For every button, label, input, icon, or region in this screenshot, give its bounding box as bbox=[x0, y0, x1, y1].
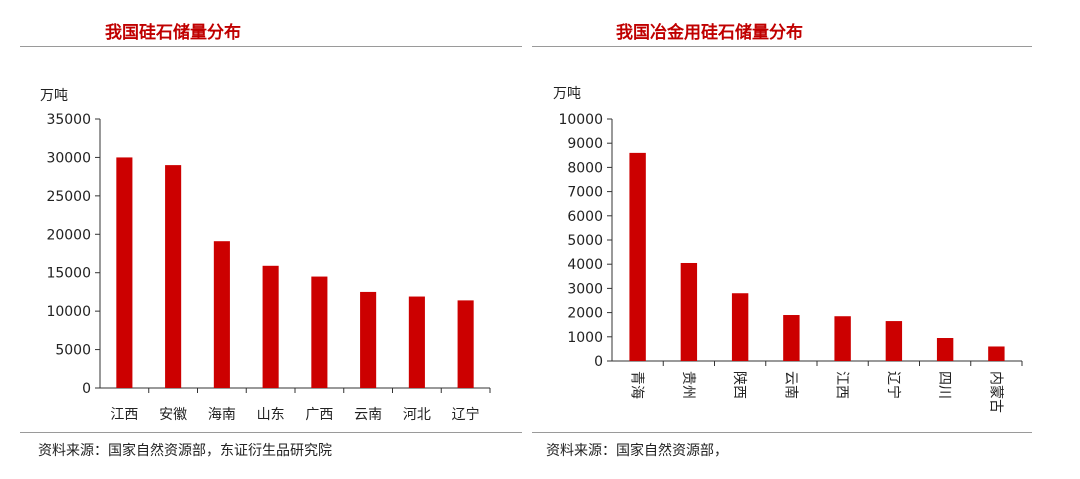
bar bbox=[165, 165, 182, 388]
x-category-label: 辽宁 bbox=[885, 371, 902, 399]
chart-panel-reserves: 我国硅石储量分布 万吨 0 5000 10000 15000 20000 25000 3000… bbox=[0, 0, 530, 479]
x-category-label: 辽宁 bbox=[452, 406, 480, 423]
y-tick-label: 10000 bbox=[46, 304, 91, 320]
x-category-label: 安徽 bbox=[159, 407, 187, 423]
x-category-label: 云南 bbox=[782, 371, 798, 399]
x-category-label: 山东 bbox=[257, 407, 285, 423]
source-note: 资料来源：国家自然资源部，东证衍生品研究院 bbox=[38, 443, 332, 459]
x-category-label: 江西 bbox=[110, 407, 138, 423]
bar bbox=[116, 157, 133, 388]
bar-chart-reserves: 万吨 0 5000 10000 15000 20000 25000 30000 35000 江西 安… bbox=[40, 88, 491, 423]
x-category-label: 河北 bbox=[403, 407, 431, 423]
source-note: 资料来源：国家自然资源部， bbox=[546, 443, 728, 459]
bar bbox=[213, 241, 230, 388]
x-category-label: 贵州 bbox=[680, 371, 696, 399]
y-tick-label: 15000 bbox=[46, 266, 91, 282]
chart-title: 我国硅石储量分布 bbox=[105, 23, 241, 43]
y-tick-label: 35000 bbox=[46, 112, 91, 128]
bar bbox=[834, 316, 851, 361]
y-tick-label: 25000 bbox=[46, 189, 91, 205]
y-tick-label: 3000 bbox=[567, 281, 603, 297]
y-tick-label: 7000 bbox=[567, 185, 603, 201]
bar bbox=[408, 296, 425, 388]
bar bbox=[457, 300, 474, 388]
bar bbox=[783, 315, 800, 361]
x-category-label: 青海 bbox=[629, 371, 645, 399]
y-tick-label: 0 bbox=[82, 381, 91, 397]
bar-chart-metallurgical: 万吨 0 1000 2000 3000 4000 5000 6000 7000 8000 9000 1… bbox=[553, 86, 1023, 413]
y-tick-label: 20000 bbox=[46, 227, 91, 243]
bar bbox=[731, 293, 749, 361]
title-rule bbox=[532, 46, 1032, 47]
y-tick-label: 30000 bbox=[46, 150, 91, 166]
x-category-label: 陕西 bbox=[731, 371, 747, 399]
y-tick-label: 9000 bbox=[567, 136, 603, 152]
y-tick-label: 4000 bbox=[567, 257, 603, 273]
x-category-label: 海南 bbox=[208, 407, 236, 423]
source-rule bbox=[20, 432, 522, 433]
y-tick-label: 5000 bbox=[55, 343, 91, 359]
bar bbox=[629, 152, 646, 361]
y-tick-label: 5000 bbox=[567, 233, 603, 249]
x-category-label: 内蒙古 bbox=[987, 371, 1003, 413]
title-rule bbox=[20, 46, 522, 47]
y-tick-label: 10000 bbox=[558, 112, 603, 128]
x-category-label: 广西 bbox=[305, 407, 333, 423]
chart-panel-metallurgical: 我国冶金用硅石储量分布 万吨 0 1000 2000 3000 4000 5000 6000 7… bbox=[530, 0, 1080, 479]
chart-title: 我国冶金用硅石储量分布 bbox=[616, 23, 803, 43]
y-tick-label: 0 bbox=[594, 354, 603, 370]
x-category-label: 四川 bbox=[936, 371, 952, 399]
source-rule bbox=[532, 432, 1032, 433]
y-tick-label: 2000 bbox=[567, 306, 603, 322]
bar bbox=[936, 338, 954, 361]
y-tick-label: 1000 bbox=[567, 330, 603, 346]
y-tick-label: 6000 bbox=[567, 209, 603, 225]
bar bbox=[988, 346, 1005, 361]
x-category-label: 云南 bbox=[354, 407, 382, 423]
bar bbox=[311, 276, 328, 388]
y-axis-unit-label: 万吨 bbox=[553, 86, 581, 102]
bar bbox=[885, 321, 903, 361]
y-axis-unit-label: 万吨 bbox=[40, 88, 68, 104]
x-category-label: 江西 bbox=[834, 371, 850, 399]
bar bbox=[680, 262, 698, 361]
bar bbox=[360, 291, 377, 388]
y-tick-label: 8000 bbox=[567, 160, 603, 176]
bar bbox=[262, 265, 279, 388]
